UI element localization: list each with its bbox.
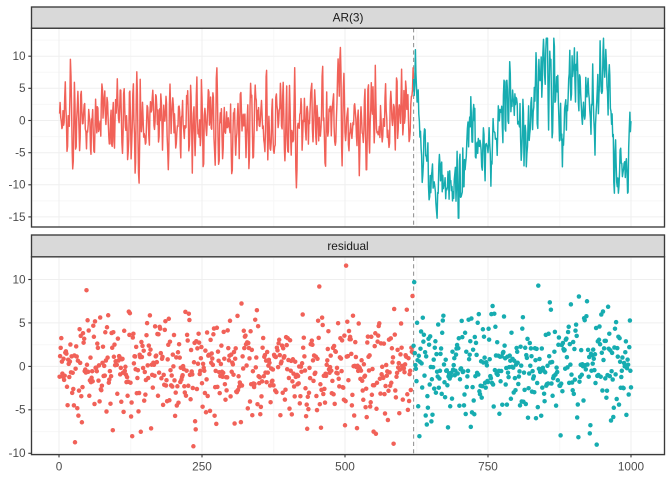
svg-text:750: 750	[478, 459, 498, 473]
svg-text:0: 0	[19, 113, 26, 127]
svg-text:residual: residual	[327, 239, 368, 253]
svg-text:-5: -5	[15, 146, 26, 160]
svg-text:AR(3): AR(3)	[333, 11, 364, 25]
svg-text:-15: -15	[9, 210, 26, 224]
svg-text:250: 250	[192, 459, 212, 473]
svg-text:10: 10	[12, 49, 26, 63]
svg-text:-5: -5	[15, 403, 26, 417]
svg-text:500: 500	[335, 459, 355, 473]
svg-text:0: 0	[19, 359, 26, 373]
svg-text:0: 0	[56, 459, 63, 473]
svg-text:-10: -10	[9, 178, 26, 192]
svg-text:5: 5	[19, 316, 26, 330]
svg-text:10: 10	[12, 272, 26, 286]
svg-text:-10: -10	[9, 446, 26, 460]
svg-text:1000: 1000	[618, 459, 645, 473]
svg-text:5: 5	[19, 81, 26, 95]
